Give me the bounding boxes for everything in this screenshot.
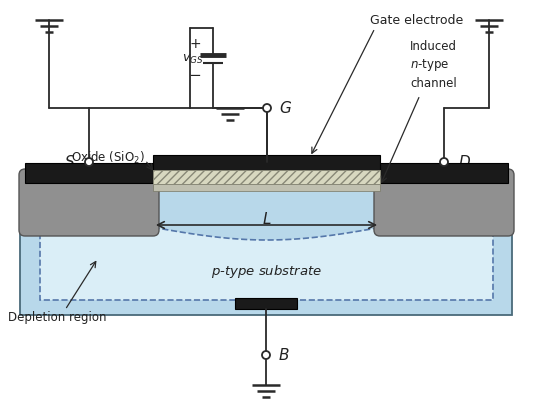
Text: Gate electrode: Gate electrode: [370, 13, 463, 27]
Text: +: +: [189, 37, 201, 51]
Text: Oxide (SiO$_2$): Oxide (SiO$_2$): [71, 150, 145, 166]
Circle shape: [262, 351, 270, 359]
Text: $v_{GS}$: $v_{GS}$: [182, 53, 204, 66]
Circle shape: [440, 158, 448, 166]
Circle shape: [85, 158, 93, 166]
Text: $G$: $G$: [279, 100, 292, 116]
Text: Induced
$n$-type
channel: Induced $n$-type channel: [410, 40, 457, 90]
Text: $n^+$: $n^+$: [433, 198, 455, 216]
Bar: [20, 175, 512, 315]
Text: $B$: $B$: [278, 347, 289, 363]
Bar: [235, 298, 297, 309]
FancyBboxPatch shape: [374, 169, 514, 236]
Bar: [25, 163, 153, 183]
Bar: [380, 163, 508, 183]
Bar: [153, 170, 380, 184]
Text: $p$-type substrate: $p$-type substrate: [211, 264, 323, 281]
Text: $L$: $L$: [262, 211, 272, 227]
Bar: [153, 155, 380, 171]
Polygon shape: [40, 211, 493, 300]
Text: $D$: $D$: [458, 154, 471, 170]
Bar: [153, 183, 380, 191]
FancyBboxPatch shape: [19, 169, 159, 236]
Circle shape: [263, 104, 271, 112]
Text: $n^+$: $n^+$: [78, 198, 100, 216]
Text: Depletion region: Depletion region: [8, 311, 106, 324]
Text: $S$: $S$: [64, 154, 75, 170]
Text: $-$: $-$: [188, 66, 202, 80]
